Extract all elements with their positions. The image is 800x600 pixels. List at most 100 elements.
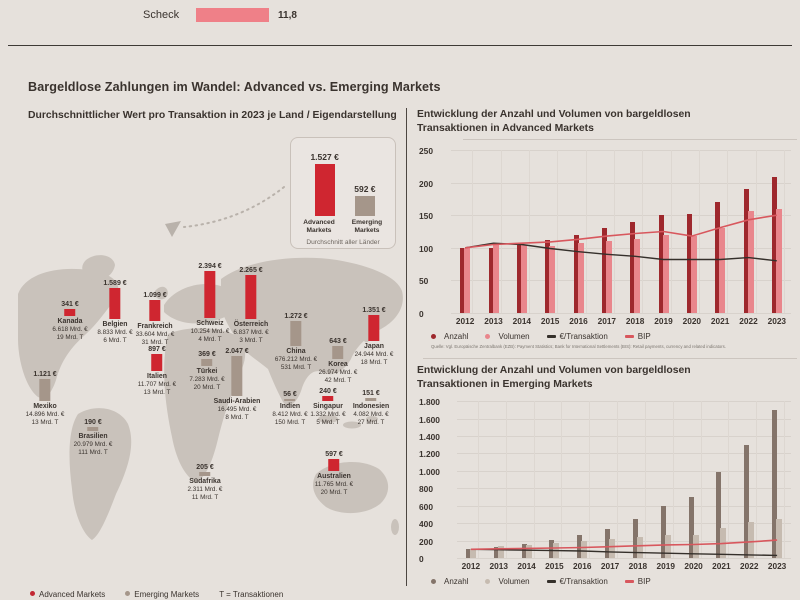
country-value-label: 240 € [319, 388, 337, 395]
y-tick-label: 0 [419, 554, 424, 565]
country-transactions: 4 Mrd. T [198, 335, 222, 343]
country-transactions: 5 Mrd. T [316, 418, 340, 426]
anzahl-bar [744, 444, 750, 559]
country-bar [199, 472, 211, 476]
map-legend-advanced: Advanced Markets [30, 590, 105, 599]
y-tick-label: 150 [419, 211, 433, 222]
y-tick-label: 1.400 [419, 431, 440, 442]
inset-emerging-label: Emerging Markets [351, 219, 383, 234]
year-bar-group [605, 528, 616, 559]
country-transactions: 19 Mrd. T [56, 333, 84, 341]
year-bar-group [772, 409, 783, 559]
volumen-bar [549, 245, 556, 314]
line-series-overlay [470, 539, 778, 557]
source-note: Quelle: Vgl. Europäische Zentralbank (EZ… [431, 344, 726, 350]
anzahl-bar [716, 471, 722, 559]
average-arrow [165, 186, 285, 237]
country-transactions: 11 Mrd. T [191, 493, 219, 501]
scheck-bar [196, 8, 269, 22]
anzahl-dot-icon [431, 334, 436, 340]
x-tick-label: 2021 [712, 561, 731, 572]
volumen-bar [605, 240, 612, 314]
country-bar [328, 459, 340, 471]
transaktion-line-icon [546, 580, 556, 583]
country-name: Australien [317, 473, 351, 480]
x-tick-label: 2023 [767, 561, 787, 572]
x-tick-label: 2019 [654, 316, 673, 327]
country-bar [368, 315, 380, 341]
country-name: Singapur [313, 403, 343, 410]
country-value-label: 1.099 € [143, 292, 167, 299]
map-legend: Advanced Markets Emerging Markets T = Tr… [30, 590, 283, 599]
volumen-bar [577, 243, 584, 314]
country-transactions: 27 Mrd. T [357, 418, 385, 426]
country-value-label: 205 € [196, 464, 214, 471]
country-name: Saudi-Arabien [213, 398, 261, 405]
world-map-area: 1.527 € 592 € Advanced Markets Emerging … [16, 129, 404, 599]
country-volume: 20.979 Mrd. € [73, 441, 113, 449]
country-transactions: 13 Mrd. T [143, 388, 171, 396]
volumen-bar [634, 238, 641, 314]
country-volume: 11.707 Mrd. € [137, 381, 177, 389]
x-tick-label: 2017 [600, 561, 620, 572]
x-tick-label: 2022 [739, 316, 758, 327]
country-volume: 16.495 Mrd. € [217, 406, 257, 414]
volumen-dot-icon [485, 334, 491, 340]
anzahl-bar [488, 247, 494, 314]
year-bar-group [688, 497, 699, 559]
volumen-bar [525, 545, 532, 559]
x-tick-label: 2017 [597, 316, 617, 327]
country-name: Türkei [196, 368, 218, 375]
country-bar [332, 346, 344, 359]
y-tick-label: 250 [419, 146, 433, 157]
map-legend-emerging: Emerging Markets [125, 590, 199, 599]
year-bar-group [465, 549, 476, 559]
y-tick-label: 200 [419, 178, 433, 189]
average-inset-box: 1.527 € 592 € Advanced Markets Emerging … [290, 137, 396, 249]
x-tick-label: 2019 [656, 561, 675, 572]
country-bar [87, 427, 99, 431]
country-name: Österreich [233, 321, 269, 328]
year-bar-group [493, 545, 504, 559]
country-value-label: 56 € [283, 391, 297, 398]
country-bar [64, 309, 76, 316]
country-name: Japan [364, 343, 384, 350]
country-name: Kanada [57, 318, 83, 325]
x-tick-label: 2022 [740, 561, 759, 572]
country-transactions: 31 Mrd. T [141, 338, 169, 346]
volumen-bar [719, 227, 726, 314]
country-name: Indien [279, 403, 301, 410]
top-divider [8, 45, 792, 46]
anzahl-bar [577, 534, 583, 559]
y-tick-label: 50 [419, 276, 429, 287]
volumen-dot-icon [485, 579, 491, 585]
x-tick-label: 2015 [540, 316, 560, 327]
country-transactions: 13 Mrd. T [31, 418, 59, 426]
x-tick-label: 2020 [682, 316, 702, 327]
country-bar [231, 356, 243, 396]
anzahl-bar [605, 528, 611, 559]
advanced-title-rule [463, 139, 797, 141]
x-tick-label: 2014 [517, 561, 536, 572]
anzahl-bar [743, 189, 749, 314]
country-transactions: 150 Mrd. T [274, 418, 306, 426]
country-transactions: 20 Mrd. T [193, 383, 221, 391]
country-volume: 6.618 Mrd. € [52, 326, 88, 334]
volumen-bar [690, 236, 697, 314]
country-value-label: 643 € [329, 338, 347, 345]
country-bar [204, 271, 216, 318]
x-tick-label: 2012 [461, 561, 481, 572]
inset-emerging-bar [354, 196, 375, 216]
country-volume: 2.311 Mrd. € [187, 486, 223, 494]
year-bar-group [601, 228, 612, 314]
charts-panel: Entwicklung der Anzahl und Volumen von b… [417, 108, 797, 586]
x-tick-label: 2015 [545, 561, 564, 572]
scheck-category-label: Scheck [143, 9, 180, 21]
year-bar-group [488, 244, 499, 314]
year-bar-group [744, 444, 755, 559]
anzahl-bar [772, 409, 778, 559]
x-tick-label: 2020 [684, 561, 703, 572]
map-panel: Durchschnittlicher Wert pro Transaktion … [16, 110, 404, 599]
y-tick-label: 1.200 [419, 449, 440, 460]
country-bar [201, 359, 213, 366]
